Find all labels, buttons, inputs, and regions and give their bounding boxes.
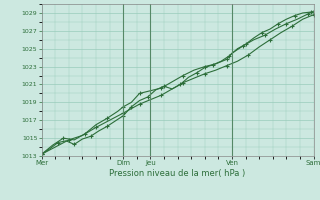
- X-axis label: Pression niveau de la mer( hPa ): Pression niveau de la mer( hPa ): [109, 169, 246, 178]
